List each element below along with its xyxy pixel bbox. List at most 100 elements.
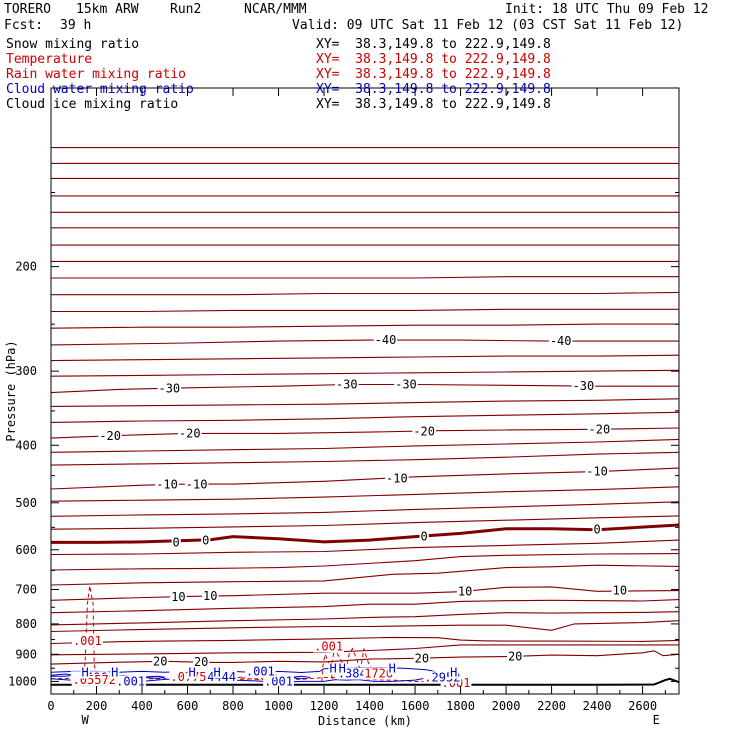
temperature-contour-20 xyxy=(51,650,679,665)
contour-label-31: .001 xyxy=(246,664,275,678)
contour-label-bg-24 xyxy=(413,652,431,665)
temperature-contour-21 xyxy=(51,398,679,407)
contour-label-bg-17 xyxy=(548,335,573,348)
contour-label-0: 0 xyxy=(173,535,180,549)
contour-label-18: 10 xyxy=(171,590,185,604)
temperature-contour-20 xyxy=(51,411,679,423)
contour-label-bg-20 xyxy=(456,585,474,598)
x-tick-label-0: 0 xyxy=(47,699,54,713)
contour-label-41: H xyxy=(188,666,195,680)
contour-label-9: -20 xyxy=(179,426,201,440)
temperature-contour-27 xyxy=(51,276,679,279)
rain-water-contour-4 xyxy=(359,648,373,672)
x-tick-label-2000: 2000 xyxy=(492,699,521,713)
y-axis-title: Pressure (hPa) xyxy=(4,340,18,441)
contour-label-15: -30 xyxy=(573,379,595,393)
contour-label-bg-40 xyxy=(110,666,120,679)
contour-label-2: 0 xyxy=(421,530,428,544)
contour-label-21: 10 xyxy=(613,584,627,598)
forecast-hour: 39 h xyxy=(60,18,92,33)
field-name-2: Rain water mixing ratio xyxy=(6,67,187,82)
contour-label-bg-15 xyxy=(571,380,596,393)
field-section-2: XY= 38.3,149.8 to 222.9,149.8 xyxy=(316,67,551,82)
contour-label-30: .001 xyxy=(264,675,293,689)
temperature-contour-0 xyxy=(51,523,679,544)
contour-label-bg-14 xyxy=(394,378,418,391)
temperature-contour-10 xyxy=(51,611,679,626)
temperature-contour-23 xyxy=(51,354,679,362)
contour-label-25: 20 xyxy=(508,649,522,663)
contour-label-bg-13 xyxy=(334,378,359,391)
run-label: Run2 xyxy=(170,2,202,17)
contour-label-bg-22 xyxy=(152,655,169,668)
contour-label-45: H xyxy=(389,662,396,676)
contour-label-22: 20 xyxy=(153,654,167,668)
contour-label-bg-8 xyxy=(98,430,122,443)
temperature-contour-13 xyxy=(51,553,679,571)
contour-label-bg-43 xyxy=(328,662,338,675)
x-tick-label-1400: 1400 xyxy=(355,699,384,713)
init-time: Init: 18 UTC Thu 09 Feb 12 xyxy=(505,2,709,17)
contour-label-5: -10 xyxy=(186,478,208,492)
contour-label-4: -10 xyxy=(156,478,178,492)
y-tick-label-900: 900 xyxy=(15,647,37,661)
temperature-contour--10 xyxy=(51,467,679,490)
field-section-4: XY= 38.3,149.8 to 222.9,149.8 xyxy=(316,97,551,112)
temperature-contour-14 xyxy=(51,539,679,556)
x-tick-label-1800: 1800 xyxy=(446,699,475,713)
cloud-water-contour-5 xyxy=(146,675,165,679)
field-name-1: Temperature xyxy=(6,52,93,67)
temperature-contour-17 xyxy=(51,486,679,502)
x-tick-label-200: 200 xyxy=(86,699,108,713)
valid-time: Valid: 09 UTC Sat 11 Feb 12 (03 CST Sat … xyxy=(292,18,684,33)
contour-label-1: 0 xyxy=(202,534,209,548)
y-tick-label-800: 800 xyxy=(15,617,37,631)
contour-label-bg-44 xyxy=(337,662,347,675)
contour-label-13: -30 xyxy=(336,378,358,392)
contour-label-bg-42 xyxy=(212,666,222,679)
temperature-contour-15 xyxy=(51,515,679,530)
x-tick-label-600: 600 xyxy=(177,699,199,713)
temperature-contour-18 xyxy=(51,451,679,466)
contour-label-bg-16 xyxy=(373,334,398,347)
temperature-contour-9 xyxy=(51,620,679,633)
contour-label-bg-29 xyxy=(115,675,147,688)
rain-water-contour-2 xyxy=(330,647,347,672)
y-tick-label-500: 500 xyxy=(15,496,37,510)
x-tick-label-800: 800 xyxy=(222,699,244,713)
x-axis-title: Distance (km) xyxy=(318,714,412,728)
contour-label-bg-3 xyxy=(592,523,602,536)
contour-label-bg-11 xyxy=(587,423,612,436)
contour-label-44: H xyxy=(339,662,346,676)
y-tick-label-1000: 1000 xyxy=(8,674,37,688)
contour-label-43: H xyxy=(330,662,337,676)
contour-label-bg-41 xyxy=(187,666,197,679)
field-name-3: Cloud water mixing ratio xyxy=(6,82,194,97)
contour-label-bg-6 xyxy=(385,472,409,485)
contour-label-40: H xyxy=(111,666,118,680)
contour-label-27: .001 xyxy=(314,639,343,653)
contour-label-bg-1 xyxy=(201,534,211,547)
field-name-4: Cloud ice mixing ratio xyxy=(6,97,179,112)
y-tick-label-600: 600 xyxy=(15,543,37,557)
east-label: E xyxy=(653,713,660,727)
contour-label-3: 0 xyxy=(593,523,600,537)
x-tick-label-2200: 2200 xyxy=(537,699,566,713)
y-tick-label-200: 200 xyxy=(15,260,37,274)
contour-label-bg-25 xyxy=(506,650,524,663)
field-section-0: XY= 38.3,149.8 to 222.9,149.8 xyxy=(316,37,551,52)
contour-label-46: H xyxy=(450,666,457,680)
contour-label-26: .001 xyxy=(73,634,102,648)
contour-label-bg-31 xyxy=(244,665,276,678)
contour-label-37: 1726 xyxy=(364,667,393,681)
contour-label-bg-39 xyxy=(80,666,90,679)
contour-label-bg-7 xyxy=(585,465,609,478)
contour-label-bg-9 xyxy=(177,427,202,440)
contour-label-8: -20 xyxy=(99,429,121,443)
contour-label-19: 10 xyxy=(203,589,217,603)
contour-label-23: 20 xyxy=(194,655,208,669)
contour-label-bg-12 xyxy=(157,382,182,395)
contour-label-14: -30 xyxy=(395,378,417,392)
contour-label-10: -20 xyxy=(413,424,435,438)
contour-label-11: -20 xyxy=(589,422,611,436)
